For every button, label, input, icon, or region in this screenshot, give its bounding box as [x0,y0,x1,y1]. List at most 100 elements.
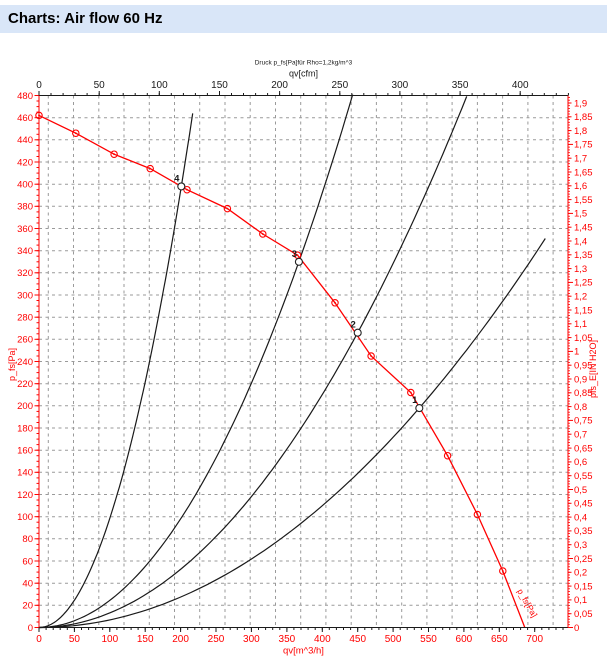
bottom-axis: 0 50 100 150 200 250 300 350 400 450 500 550 600 650 7… [36,627,564,657]
right-axis-tick-label: 0,05 [574,609,593,620]
fan-data-point-marker [473,510,482,519]
right-axis-tick-label: 0,5 [574,485,587,496]
left-axis-tick-label: 380 [17,202,33,213]
top-axis-tick-label: 350 [452,80,469,91]
left-axis-tick-label: 440 [17,135,33,146]
left-axis-tick-label: 340 [17,246,33,257]
top-axis-tick-label: 400 [512,80,529,91]
left-axis-tick-label: 60 [22,556,33,567]
bottom-axis-tick-label: 200 [172,634,189,645]
operating-point-4 [177,182,186,191]
fan-data-point-marker [259,230,267,238]
right-axis-tick-label: 1,75 [574,140,593,151]
fan-data-point-marker [407,388,415,397]
fan-data-point-marker [443,451,452,460]
bottom-axis-tick-label: 400 [314,634,331,645]
top-axis-tick-label: 300 [392,80,409,91]
left-axis-tick-label: 180 [17,423,33,434]
top-axis-title: qv[cfm] [289,69,318,79]
right-axis-tick-label: 1,2 [574,292,587,303]
right-axis-tick-label: 1,85 [574,112,593,123]
right-axis-tick-label: 1,9 [574,98,587,109]
top-axis-tick-label: 200 [271,80,288,91]
bottom-axis-tick-label: 700 [526,634,543,645]
left-axis-tick-label: 420 [17,157,33,168]
system-curve-4 [38,113,194,629]
bottom-axis-tick-label: 600 [456,634,473,645]
right-axis-tick-label: 1,25 [574,278,593,289]
right-axis-title: pfs_E[IN H2O] [588,340,598,398]
right-axis-tick-label: 0,8 [574,402,587,413]
page-title: Charts: Air flow 60 Hz [8,10,163,27]
bottom-axis-tick-label: 550 [420,634,437,645]
right-axis-tick-label: 0,95 [574,361,593,372]
right-axis-tick-label: 0 [574,623,579,634]
left-axis-tick-label: 460 [17,113,33,124]
operating-point-3 [294,257,303,266]
top-axis-tick-label: 100 [151,80,168,91]
right-axis-tick-label: 1,6 [574,181,587,192]
left-axis-title: p_fs[Pa] [7,348,17,381]
left-axis-tick-label: 320 [17,268,33,279]
right-axis-tick-label: 0,35 [574,526,593,537]
bottom-axis-tick-label: 0 [36,634,42,645]
right-axis-tick-label: 1,4 [574,236,587,247]
left-axis-tick-label: 40 [22,579,33,590]
right-axis-tick-label: 0,2 [574,568,587,579]
fan-data-point-marker [223,204,232,213]
operating-points: 4 3 2 1 [174,173,424,413]
top-axis: 0 50 100 150 200 250 300 350 400 qv[cfm] Druck p_f… [36,60,569,96]
left-axis-tick-label: 20 [22,601,33,612]
right-axis-tick-label: 1,15 [574,305,593,316]
right-axis-tick-label: 0,45 [574,499,593,510]
top-axis-tick-label: 150 [211,80,228,91]
right-axis-tick-label: 0,85 [574,388,593,399]
left-axis-tick-label: 280 [17,313,33,324]
right-axis-tick-label: 0,9 [574,374,587,385]
right-axis-tick-label: 0,55 [574,471,593,482]
right-axis-tick-label: 0,15 [574,581,593,592]
left-axis-tick-label: 140 [17,468,33,479]
operating-point-label-2: 2 [351,320,356,331]
fan-curve-inline-label: p_fs[Pa] [515,587,539,619]
right-axis-tick-label: 0,4 [574,512,587,523]
right-axis-tick-label: 0,25 [574,554,593,565]
bottom-axis-tick-label: 350 [279,634,296,645]
operating-point-2 [353,328,362,337]
top-axis-tick-label: 0 [36,80,42,91]
top-axis-tick-label: 250 [331,80,348,91]
left-axis-tick-label: 120 [17,490,33,501]
bottom-axis-tick-label: 150 [137,634,154,645]
right-axis-tick-label: 1,55 [574,195,593,206]
right-axis-tick-label: 1,45 [574,223,593,234]
fan-data-point-marker [72,129,80,137]
left-axis-tick-label: 260 [17,335,33,346]
system-curve-2 [38,96,468,629]
left-axis-tick-label: 0 [28,623,33,634]
left-axis-tick-label: 100 [17,512,33,523]
right-axis-tick-label: 1,05 [574,333,593,344]
left-axis-tick-label: 160 [17,446,33,457]
operating-point-1 [415,404,424,413]
top-axis-tick-label: 50 [94,80,106,91]
left-axis-tick-label: 300 [17,290,33,301]
fan-data-point-marker [499,567,507,575]
right-axis-tick-label: 1 [574,347,579,358]
fan-data-point-marker [367,352,375,360]
right-axis-tick-label: 0,75 [574,416,593,427]
bottom-axis-tick-label: 450 [349,634,366,645]
bottom-axis-tick-label: 650 [491,634,508,645]
left-axis-tick-label: 480 [17,91,33,102]
right-axis-tick-label: 0,6 [574,457,587,468]
right-axis-tick-label: 0,65 [574,443,593,454]
right-axis-tick-label: 1,1 [574,319,587,330]
gridlines [39,95,568,628]
right-axis-tick-label: 0,3 [574,540,587,551]
left-axis-tick-label: 240 [17,357,33,368]
system-curve-1 [39,238,546,629]
operating-point-label-4: 4 [174,173,180,184]
left-axis-tick-label: 200 [17,401,33,412]
left-axis-tick-label: 220 [17,379,33,390]
